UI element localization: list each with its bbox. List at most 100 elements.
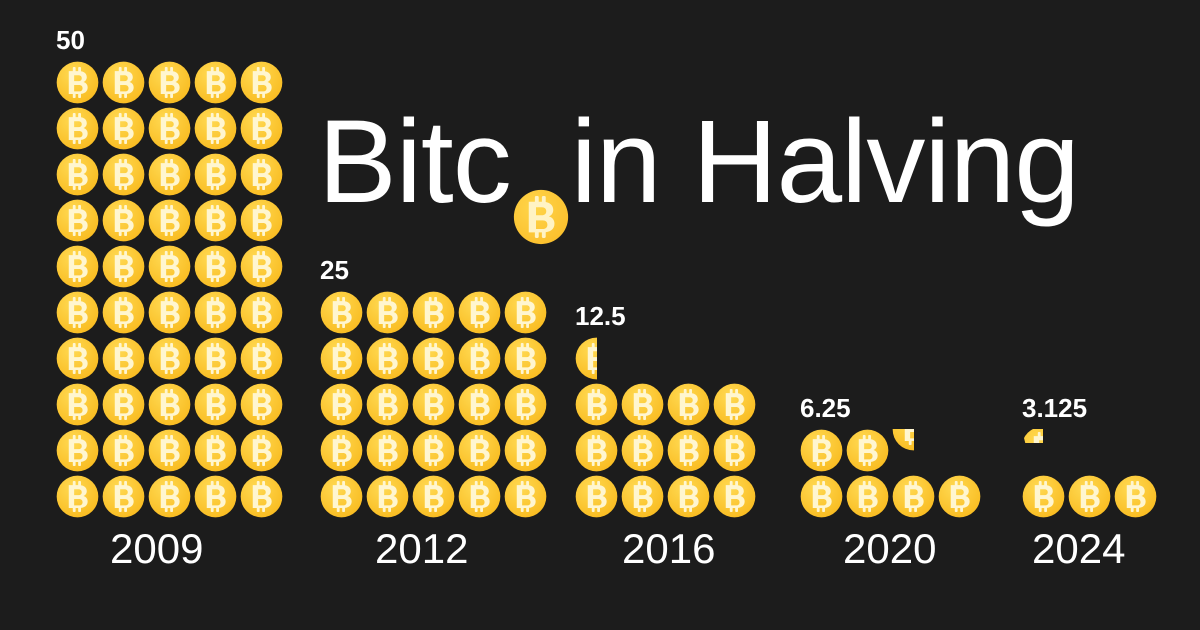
coin-full	[148, 245, 191, 288]
coin-full	[366, 475, 409, 518]
coin-row	[56, 153, 283, 196]
coin-full	[504, 383, 547, 426]
coin-full	[148, 337, 191, 380]
coin-full	[56, 291, 99, 334]
year-label-2016: 2016	[622, 525, 716, 572]
coin-full	[102, 475, 145, 518]
coin-full	[458, 429, 501, 472]
coin-full	[148, 475, 191, 518]
group-value-label: 6.25	[800, 393, 851, 423]
coin-full	[102, 383, 145, 426]
coin-full	[458, 475, 501, 518]
group-2024: 3.125	[1022, 395, 1157, 518]
title-text-before-coin: Bitc	[318, 96, 512, 228]
coin-half	[575, 337, 597, 380]
coin-full	[800, 475, 843, 518]
coin-row	[56, 291, 283, 334]
coin-row	[56, 337, 283, 380]
group-value-label: 50	[56, 25, 85, 55]
coin-row	[56, 107, 283, 150]
coin-full	[713, 475, 756, 518]
coin-full	[240, 291, 283, 334]
coin-full	[240, 337, 283, 380]
coin-full	[194, 429, 237, 472]
coin-row	[575, 337, 756, 380]
coin-full	[102, 245, 145, 288]
coin-full	[148, 291, 191, 334]
page-title: Bitc in Halving	[318, 92, 1080, 245]
coin-full	[320, 291, 363, 334]
coin-row	[320, 475, 547, 518]
coin-full	[56, 153, 99, 196]
coin-full	[56, 383, 99, 426]
coin-full	[846, 475, 889, 518]
coin-full	[102, 291, 145, 334]
year-label-2020: 2020	[843, 525, 937, 572]
coin-full	[240, 245, 283, 288]
coin-row	[575, 429, 756, 472]
coin-full	[846, 429, 889, 472]
coin-row	[800, 475, 981, 518]
coin-row	[56, 383, 283, 426]
coin-full	[148, 61, 191, 104]
coin-full	[56, 107, 99, 150]
coin-full	[366, 337, 409, 380]
coin-full	[504, 337, 547, 380]
coin-full	[1068, 475, 1111, 518]
coin-full	[412, 475, 455, 518]
coin-grid	[1022, 429, 1157, 518]
coin-full	[667, 475, 710, 518]
coin-quarter	[892, 429, 914, 451]
coin-full	[240, 153, 283, 196]
coin-full	[320, 429, 363, 472]
coin-row	[1022, 429, 1157, 472]
coin-full	[148, 107, 191, 150]
coin-grid	[575, 337, 756, 518]
coin-row	[575, 475, 756, 518]
coin-full	[412, 383, 455, 426]
coin-full	[1114, 475, 1157, 518]
group-2020: 6.25	[800, 395, 981, 518]
coin-row	[1022, 475, 1157, 518]
coin-full	[240, 107, 283, 150]
coin-full	[938, 475, 981, 518]
coin-full	[102, 429, 145, 472]
coin-full	[56, 337, 99, 380]
year-label-2012: 2012	[375, 525, 469, 572]
coin-full	[240, 429, 283, 472]
group-2016: 12.5	[575, 303, 756, 518]
coin-row	[56, 429, 283, 472]
coin-full	[713, 429, 756, 472]
group-value-label: 3.125	[1022, 393, 1088, 423]
coin-full	[102, 61, 145, 104]
coin-row	[56, 475, 283, 518]
coin-full	[575, 383, 618, 426]
coin-full	[56, 429, 99, 472]
coin-full	[148, 383, 191, 426]
coin-full	[148, 199, 191, 242]
coin-full	[320, 337, 363, 380]
coin-grid	[800, 429, 981, 518]
coin-full	[194, 475, 237, 518]
coin-full	[412, 291, 455, 334]
coin-eighth	[1022, 429, 1043, 443]
coin-full	[102, 199, 145, 242]
coin-full	[412, 429, 455, 472]
coin-full	[458, 337, 501, 380]
coin-full	[102, 107, 145, 150]
coin-full	[458, 291, 501, 334]
coin-full	[194, 153, 237, 196]
coin-full	[366, 291, 409, 334]
coin-full	[621, 383, 664, 426]
coin-full	[194, 245, 237, 288]
coin-full	[194, 107, 237, 150]
coin-full	[504, 291, 547, 334]
year-label-2009: 2009	[110, 525, 204, 572]
coin-full	[667, 429, 710, 472]
coin-full	[194, 199, 237, 242]
coin-row	[320, 291, 547, 334]
coin-full	[240, 61, 283, 104]
coin-full	[366, 383, 409, 426]
coin-full	[194, 61, 237, 104]
